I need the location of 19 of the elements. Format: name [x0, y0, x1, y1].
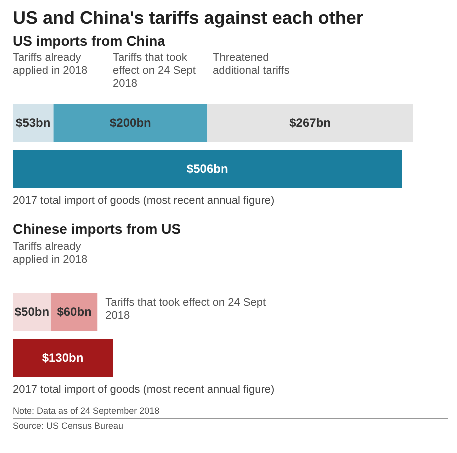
text: Tariffs already applied in 2018 [13, 52, 88, 77]
text: Threatened additional tariffs [213, 52, 290, 77]
data-label: $200bn [110, 116, 152, 130]
series-label: 2017 total import of goods (most recent annual figure) [13, 384, 275, 396]
data-label: $506bn [186, 162, 228, 176]
series-label: Tariffs that took effect on 24 Sept 2018 [106, 297, 266, 322]
source-note: Source: US Census Bureau [13, 421, 124, 431]
data-label: $60bn [57, 305, 92, 319]
data-label: $53bn [16, 116, 51, 130]
text: Tariffs already applied in 2018 [13, 241, 88, 266]
data-label: $267bn [290, 116, 331, 130]
data-label: $50bn [14, 305, 50, 319]
series-label: 2017 total import of goods (most recent annual figure) [13, 195, 275, 207]
data-label: $130bn [42, 351, 84, 365]
chart-subtitle: US imports from China [13, 33, 166, 49]
chart-title: Chinese imports from US [13, 221, 182, 237]
text: Note: Data as of 24 September 2018 [13, 406, 160, 416]
chart-title: US and China's tariffs against each other [13, 8, 364, 28]
series-label: Tariffs that took effect on 24 Sept 2018 [113, 52, 196, 90]
